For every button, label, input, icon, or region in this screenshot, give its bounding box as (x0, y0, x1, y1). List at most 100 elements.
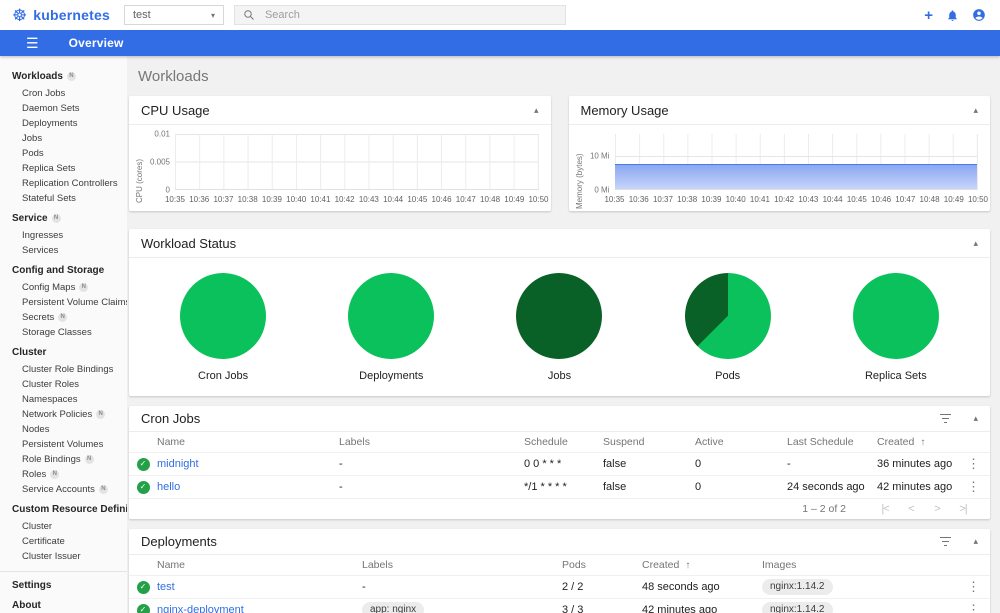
deployment-row-test[interactable]: test - 2 / 2 48 seconds ago nginx:1.14.2… (129, 576, 990, 599)
col-name[interactable]: Name (157, 436, 186, 448)
sidebar-section-cluster[interactable]: Cluster (12, 347, 47, 358)
namespace-selector[interactable]: test ▾ (123, 5, 224, 25)
pagination-range: 1 – 2 of 2 (802, 503, 846, 515)
filter-icon[interactable] (938, 412, 953, 426)
collapse-icon[interactable]: ▴ (973, 104, 978, 115)
sidebar-item-cluster-issuer[interactable]: Cluster Issuer (22, 551, 81, 562)
sidebar-item-network-policies[interactable]: Network Policies N (0, 407, 127, 422)
status-chart-pods: Pods (684, 273, 771, 382)
first-page-button[interactable]: |< (881, 503, 889, 515)
collapse-icon[interactable]: ▴ (973, 413, 978, 423)
x-axis-tick: 10:39 (701, 195, 722, 204)
sidebar-item-stateful-sets[interactable]: Stateful Sets (22, 193, 76, 204)
sidebar-item-cluster-role-bindings[interactable]: Cluster Role Bindings (22, 364, 114, 375)
cronjob-name-link[interactable]: hello (157, 481, 181, 493)
col-images[interactable]: Images (762, 559, 797, 571)
deployment-name-link[interactable]: test (157, 581, 175, 593)
cronjob-row-hello[interactable]: hello - */1 * * * * false 0 24 seconds a… (129, 476, 990, 499)
sidebar-item-certificate[interactable]: Certificate (22, 536, 65, 547)
sidebar-item-deployments[interactable]: Deployments (22, 118, 78, 129)
sidebar-item-role-bindings[interactable]: Role Bindings N (0, 452, 127, 467)
y-tick: 0 (165, 185, 170, 195)
sidebar-item-roles[interactable]: Roles N (0, 467, 127, 482)
suspend-cell: false (603, 458, 627, 470)
status-chart-replica-sets: Replica Sets (852, 273, 939, 382)
notifications-bell-icon[interactable] (946, 9, 959, 22)
sort-ascending-icon[interactable]: ↑ (685, 560, 691, 571)
x-axis-tick: 10:39 (261, 195, 282, 204)
sidebar-item-persistent-volumes[interactable]: Persistent Volumes (22, 439, 104, 450)
col-created[interactable]: Created ↑ (877, 436, 926, 448)
last-page-button[interactable]: >| (959, 503, 967, 515)
create-resource-button[interactable]: + (924, 6, 933, 24)
namespaced-badge: N (84, 455, 94, 464)
x-axis-tick: 10:41 (310, 195, 331, 204)
sidebar-item-nodes[interactable]: Nodes (22, 424, 50, 435)
sidebar-item-daemon-sets[interactable]: Daemon Sets (22, 103, 80, 114)
sidebar-item-namespaces[interactable]: Namespaces (22, 394, 78, 405)
collapse-icon[interactable]: ▴ (973, 536, 978, 546)
col-last-schedule[interactable]: Last Schedule (787, 436, 854, 448)
row-menu-icon[interactable]: ⋮ (967, 602, 980, 613)
chevron-down-icon: ▾ (210, 10, 215, 20)
sidebar-item-settings[interactable]: Settings (12, 580, 52, 591)
sidebar-item-service-accounts[interactable]: Service Accounts N (0, 482, 127, 497)
labels-cell: - (339, 481, 343, 493)
row-menu-icon[interactable]: ⋮ (967, 479, 980, 494)
col-created[interactable]: Created ↑ (642, 559, 691, 571)
sidebar-section-service[interactable]: Service N (0, 211, 127, 226)
namespaced-badge: N (96, 410, 106, 419)
col-active[interactable]: Active (695, 436, 724, 448)
sidebar-item-jobs[interactable]: Jobs (22, 133, 43, 144)
y-tick: 0.01 (154, 129, 170, 139)
sort-ascending-icon[interactable]: ↑ (920, 437, 926, 448)
pie-label: Cron Jobs (198, 370, 249, 382)
col-schedule[interactable]: Schedule (524, 436, 568, 448)
x-axis-tick: 10:48 (919, 195, 940, 204)
card-title: CPU Usage (141, 102, 210, 118)
search-input[interactable] (264, 9, 557, 21)
menu-hamburger-icon[interactable]: ☰ (26, 35, 39, 51)
deployment-name-link[interactable]: nginx-deployment (157, 604, 244, 613)
collapse-icon[interactable]: ▴ (533, 104, 539, 115)
previous-page-button[interactable]: < (908, 503, 914, 515)
col-pods[interactable]: Pods (562, 559, 586, 571)
sidebar-item-cluster[interactable]: Cluster (22, 521, 53, 532)
next-page-button[interactable]: > (934, 503, 940, 515)
sidebar-item-replica-sets[interactable]: Replica Sets (22, 163, 76, 174)
col-labels[interactable]: Labels (362, 559, 393, 571)
x-axis-tick: 10:43 (358, 195, 379, 204)
sidebar-item-services[interactable]: Services (22, 245, 59, 256)
sidebar-item-cluster-roles[interactable]: Cluster Roles (22, 379, 80, 390)
row-menu-icon[interactable]: ⋮ (967, 579, 980, 594)
sidebar-section-custom-resource-definitions[interactable]: Custom Resource Definitions (12, 504, 127, 515)
cronjob-name-link[interactable]: midnight (157, 458, 199, 470)
workload-status-card: Workload Status ▴ Cron Jobs Deployments Jo… (129, 229, 990, 396)
sidebar-section-config-and-storage[interactable]: Config and Storage (12, 265, 105, 276)
namespaced-badge: N (50, 470, 60, 479)
cronjob-row-midnight[interactable]: midnight - 0 0 * * * false 0 - 36 minute… (129, 453, 990, 476)
kubernetes-logo[interactable]: ☸ kubernetes (12, 7, 110, 24)
filter-icon[interactable] (938, 535, 953, 549)
x-axis-tick: 10:45 (407, 195, 428, 204)
sidebar-item-cron-jobs[interactable]: Cron Jobs (22, 88, 66, 99)
search-box[interactable] (233, 5, 566, 25)
sidebar-item-config-maps[interactable]: Config Maps N (0, 280, 127, 295)
sidebar-item-persistent-volume-claims[interactable]: Persistent Volume ClaimsN (0, 295, 127, 310)
sidebar-item-secrets[interactable]: Secrets N (0, 310, 127, 325)
deployment-row-nginx[interactable]: nginx-deployment app: nginx 3 / 3 42 min… (129, 599, 990, 613)
y-axis-label: CPU (cores) (135, 159, 144, 204)
collapse-icon[interactable]: ▴ (973, 237, 978, 248)
sidebar-item-storage-classes[interactable]: Storage Classes (22, 327, 92, 338)
sidebar-item-replication-controllers[interactable]: Replication Controllers (22, 178, 118, 189)
row-menu-icon[interactable]: ⋮ (967, 456, 980, 471)
sidebar-item-ingresses[interactable]: Ingresses (22, 230, 64, 241)
col-labels[interactable]: Labels (339, 436, 370, 448)
user-profile-icon[interactable] (972, 8, 986, 22)
gridline-10mi (614, 156, 977, 157)
sidebar-item-about[interactable]: About (12, 600, 41, 611)
col-name[interactable]: Name (157, 559, 186, 571)
sidebar-section-workloads[interactable]: Workloads N (0, 69, 127, 84)
col-suspend[interactable]: Suspend (603, 436, 645, 448)
sidebar-item-pods[interactable]: Pods (22, 148, 44, 159)
